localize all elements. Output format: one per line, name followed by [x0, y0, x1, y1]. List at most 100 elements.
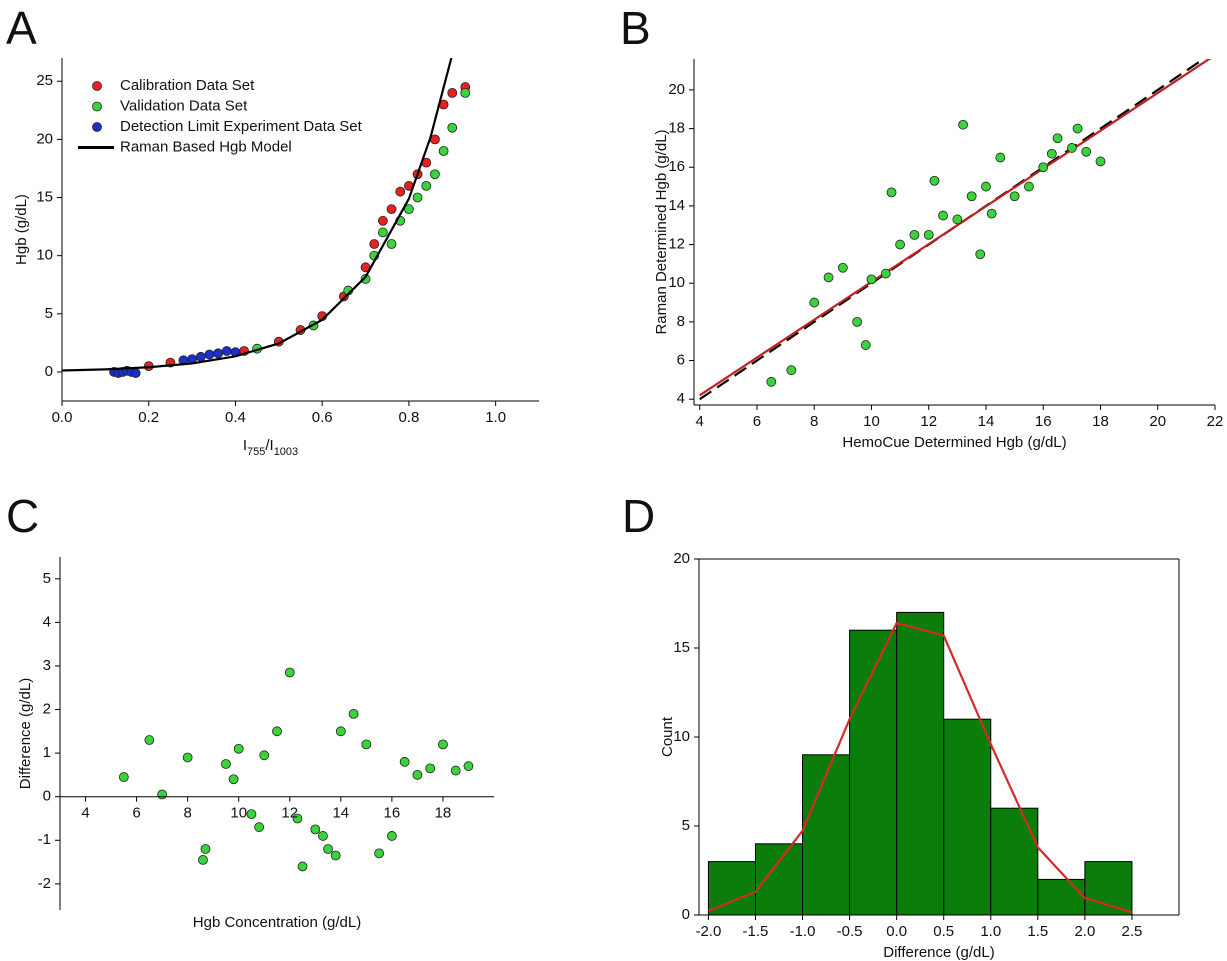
- x-tick-label: -0.5: [837, 923, 863, 940]
- y-tick-label: 12: [668, 236, 685, 253]
- hist-bar: [755, 844, 802, 915]
- data-point: [349, 709, 358, 718]
- x-tick-label: 0.4: [225, 409, 246, 426]
- y-tick-label: 10: [36, 247, 53, 264]
- x-tick-label: 0.0: [52, 409, 73, 426]
- y-tick-label: 0: [43, 788, 51, 805]
- data-point: [930, 176, 939, 185]
- data-point: [824, 273, 833, 282]
- data-point: [1082, 147, 1091, 156]
- x-axis-label: I755/I1003: [243, 437, 298, 458]
- data-point: [451, 766, 460, 775]
- data-point: [976, 250, 985, 259]
- y-tick-label: 5: [43, 570, 51, 587]
- data-point: [311, 825, 320, 834]
- data-point: [853, 317, 862, 326]
- data-point: [324, 844, 333, 853]
- figure: A05101520250.00.20.40.60.81.0Hgb (g/dL)I…: [0, 0, 1227, 961]
- x-tick-label: 16: [384, 805, 401, 822]
- y-tick-label: 20: [673, 550, 690, 567]
- y-axis-label: Raman Determined Hgb (g/dL): [653, 129, 670, 334]
- data-point: [387, 240, 396, 249]
- hist-bar: [803, 755, 850, 915]
- data-point: [861, 341, 870, 350]
- data-point: [378, 216, 387, 225]
- y-axis-label: Count: [659, 716, 676, 757]
- data-point: [881, 269, 890, 278]
- x-tick-label: 10: [863, 413, 880, 430]
- legend-label: Raman Based Hgb Model: [120, 138, 292, 155]
- data-point: [413, 770, 422, 779]
- y-tick-label: 14: [668, 197, 685, 214]
- y-tick-label: 8: [677, 313, 685, 330]
- y-tick-label: 0: [682, 906, 690, 923]
- data-point: [461, 88, 470, 97]
- data-point: [910, 230, 919, 239]
- y-tick-label: 5: [45, 305, 53, 322]
- data-point: [400, 757, 409, 766]
- data-point: [222, 347, 231, 356]
- x-tick-label: 12: [920, 413, 937, 430]
- x-tick-label: -1.5: [743, 923, 769, 940]
- y-tick-label: 20: [668, 81, 685, 98]
- x-tick-label: 14: [978, 413, 995, 430]
- x-tick-label: 1.5: [1027, 923, 1048, 940]
- data-point: [981, 182, 990, 191]
- data-point: [336, 727, 345, 736]
- legend-swatch: [93, 82, 102, 91]
- x-tick-label: 6: [753, 413, 761, 430]
- legend-swatch: [93, 123, 102, 132]
- data-point: [953, 215, 962, 224]
- data-point: [234, 744, 243, 753]
- y-tick-label: 0: [45, 363, 53, 380]
- data-point: [331, 851, 340, 860]
- y-tick-label: 10: [668, 274, 685, 291]
- x-tick-label: 0.2: [138, 409, 159, 426]
- x-tick-label: 4: [81, 805, 89, 822]
- data-point: [131, 369, 140, 378]
- hist-bar: [1038, 879, 1085, 915]
- y-tick-label: 18: [668, 120, 685, 137]
- x-axis-label: Difference (g/dL): [883, 944, 994, 961]
- y-tick-label: 6: [677, 352, 685, 369]
- x-tick-label: 1.0: [980, 923, 1001, 940]
- x-tick-label: 0.5: [933, 923, 954, 940]
- x-tick-label: 0.0: [886, 923, 907, 940]
- y-tick-label: 16: [668, 158, 685, 175]
- data-point: [896, 240, 905, 249]
- data-point: [1073, 124, 1082, 133]
- y-tick-label: -2: [38, 875, 51, 892]
- plot-area: [119, 668, 473, 871]
- x-tick-label: 4: [696, 413, 704, 430]
- panel-label: A: [6, 2, 37, 54]
- data-point: [838, 263, 847, 272]
- data-point: [887, 188, 896, 197]
- x-axis-label: HemoCue Determined Hgb (g/dL): [842, 434, 1066, 451]
- x-tick-label: 8: [810, 413, 818, 430]
- data-point: [939, 211, 948, 220]
- data-point: [464, 762, 473, 771]
- data-point: [1010, 192, 1019, 201]
- x-tick-label: 2.0: [1074, 923, 1095, 940]
- data-point: [201, 844, 210, 853]
- y-tick-label: 5: [682, 817, 690, 834]
- data-point: [413, 193, 422, 202]
- data-point: [448, 88, 457, 97]
- data-point: [158, 790, 167, 799]
- x-tick-label: 16: [1035, 413, 1052, 430]
- data-point: [996, 153, 1005, 162]
- legend-label: Calibration Data Set: [120, 77, 255, 94]
- x-tick-label: 8: [183, 805, 191, 822]
- data-point: [205, 350, 214, 359]
- data-point: [426, 764, 435, 773]
- y-tick-label: 2: [43, 700, 51, 717]
- data-point: [375, 849, 384, 858]
- x-tick-label: 6: [132, 805, 140, 822]
- hist-bar: [897, 612, 944, 915]
- x-axis-label-part: /I: [265, 437, 273, 454]
- data-point: [387, 205, 396, 214]
- data-point: [196, 352, 205, 361]
- hist-bar: [944, 719, 991, 915]
- data-point: [787, 366, 796, 375]
- data-point: [1047, 149, 1056, 158]
